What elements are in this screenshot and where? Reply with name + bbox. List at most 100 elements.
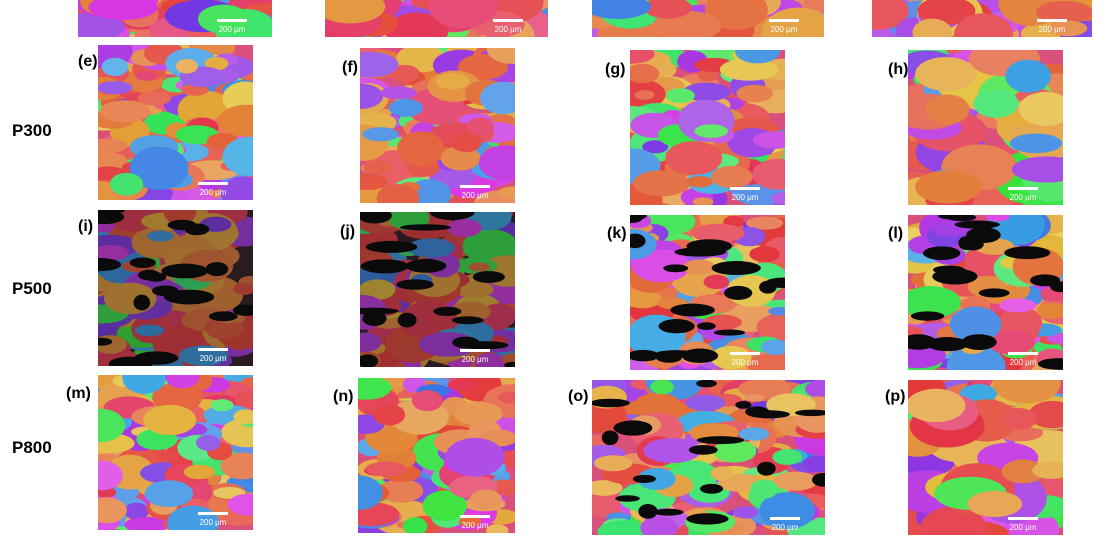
unindexed-region <box>433 306 462 316</box>
grain <box>407 238 455 258</box>
grain <box>137 91 171 106</box>
unindexed-region <box>757 461 776 476</box>
grain <box>694 124 729 138</box>
grain <box>915 170 982 204</box>
scale-bar-label: 200 μm <box>462 191 489 200</box>
unindexed-region <box>711 261 761 276</box>
grain <box>915 57 977 91</box>
unindexed-region <box>697 322 716 331</box>
grain <box>478 145 515 181</box>
ebsd-map: 200 μm <box>325 0 548 37</box>
grain <box>144 480 194 508</box>
grain <box>630 50 655 64</box>
grain <box>967 490 1023 518</box>
grain <box>1048 20 1088 37</box>
unindexed-region <box>932 265 965 275</box>
unindexed-region <box>152 285 179 297</box>
grain <box>592 480 623 496</box>
panel-label: (k) <box>607 225 627 242</box>
unindexed-region <box>360 354 379 367</box>
unindexed-region <box>908 334 937 350</box>
grain <box>124 516 170 530</box>
unindexed-region <box>630 349 660 362</box>
grain <box>360 173 388 190</box>
unindexed-region <box>958 236 975 251</box>
grain <box>686 176 714 188</box>
ebsd-map: 200 μm <box>78 0 272 37</box>
grain <box>195 434 221 451</box>
grain <box>480 81 515 115</box>
unindexed-region <box>133 294 151 311</box>
grain <box>805 380 825 399</box>
unindexed-region <box>365 240 418 253</box>
unindexed-region <box>653 508 684 516</box>
scale-bar-label: 200 μm <box>732 358 759 367</box>
grain <box>388 98 424 117</box>
grain <box>98 408 126 443</box>
grain <box>1005 59 1052 93</box>
ebsd-map: 200 μm <box>360 212 515 367</box>
grain <box>986 215 1045 246</box>
grain <box>985 215 1010 222</box>
grain <box>362 127 399 142</box>
unindexed-region <box>504 361 515 367</box>
unindexed-region <box>700 483 724 494</box>
scale-bar <box>493 19 523 22</box>
ebsd-map: 200 μm <box>908 215 1063 370</box>
grain <box>227 493 253 516</box>
grain <box>365 461 407 477</box>
unindexed-region <box>632 474 656 483</box>
grain <box>634 90 655 100</box>
unindexed-region <box>232 304 253 316</box>
scale-bar-label: 200 μm <box>732 193 759 202</box>
grain <box>165 375 200 389</box>
panel-label: (f) <box>342 59 358 76</box>
grain <box>745 216 784 230</box>
unindexed-region <box>452 336 480 349</box>
grain <box>183 464 216 480</box>
grain <box>447 218 482 237</box>
grain <box>710 466 734 481</box>
grain <box>750 479 778 499</box>
grain <box>450 132 482 153</box>
grain <box>630 63 660 84</box>
row-label: P500 <box>12 279 52 298</box>
grain <box>756 312 785 343</box>
unindexed-region <box>748 410 790 419</box>
grain <box>135 71 157 81</box>
grain <box>134 324 165 337</box>
scale-bar <box>769 19 799 22</box>
grain <box>486 48 515 64</box>
grain <box>210 399 234 412</box>
unindexed-region <box>137 269 161 281</box>
grain <box>999 298 1037 313</box>
grain <box>1018 91 1063 126</box>
grain <box>959 384 998 403</box>
grain <box>220 176 253 200</box>
panel-label: (h) <box>888 61 908 78</box>
ebsd-map: 200 μm <box>358 378 515 533</box>
grain <box>999 408 1038 430</box>
scale-bar-label: 200 μm <box>772 523 799 532</box>
grain <box>771 191 785 205</box>
grain <box>462 229 515 264</box>
grain <box>710 345 752 370</box>
panel-label: (i) <box>78 218 93 235</box>
grain <box>760 339 785 355</box>
grain <box>98 460 123 491</box>
grain <box>486 524 509 533</box>
panel-label: (l) <box>888 225 903 242</box>
grain <box>122 375 166 394</box>
grain <box>358 378 392 400</box>
grain <box>744 394 765 402</box>
unindexed-region <box>1029 274 1061 287</box>
grain <box>373 404 406 426</box>
grain <box>204 56 229 71</box>
unindexed-region <box>674 247 727 257</box>
panel-label: (j) <box>340 223 355 240</box>
grain <box>380 86 417 100</box>
scale-bar-label: 200 μm <box>219 25 246 34</box>
unindexed-region <box>735 401 752 409</box>
grain <box>703 274 730 290</box>
unindexed-region <box>613 420 653 436</box>
